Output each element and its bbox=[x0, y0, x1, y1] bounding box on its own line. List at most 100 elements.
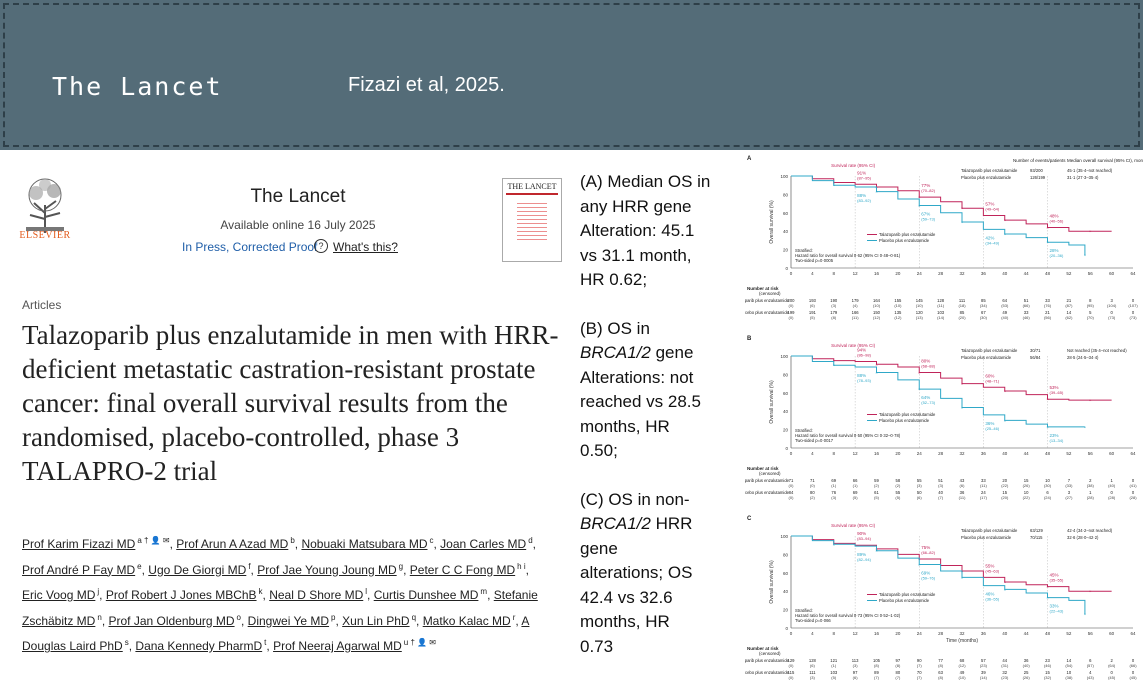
survival-rate-ci: (48–71) bbox=[985, 378, 999, 383]
author-name[interactable]: Prof Karim Fizazi MD bbox=[22, 537, 136, 551]
author-name[interactable]: Dingwei Ye MD bbox=[247, 613, 330, 628]
author-name[interactable]: Prof Robert J Jones MBChB bbox=[105, 588, 257, 602]
author-affiliation[interactable]: h i bbox=[517, 561, 526, 571]
x-tick-label: 12 bbox=[853, 631, 859, 636]
censor-mark: × bbox=[961, 405, 964, 410]
risk-count: 1 bbox=[1089, 490, 1092, 495]
survival-rate-label: 33% bbox=[1050, 604, 1059, 609]
whats-this-link[interactable]: What's this? bbox=[333, 240, 398, 254]
gene-name: BRCA1/2 bbox=[580, 343, 651, 362]
censor-mark: × bbox=[833, 542, 836, 547]
x-tick-label: 4 bbox=[811, 451, 814, 456]
x-tick-label: 40 bbox=[1002, 451, 1008, 456]
author-affiliation[interactable]: r bbox=[512, 612, 516, 622]
author-affiliation[interactable]: n bbox=[97, 612, 102, 622]
risk-count: 0 bbox=[1132, 658, 1135, 663]
risk-count: 21 bbox=[1045, 310, 1050, 315]
risk-row-label: Talazoparib plus enzalutamide bbox=[745, 478, 790, 483]
summary-line: HR 0.62; bbox=[580, 270, 648, 289]
author-name[interactable]: Prof Neeraj Agarwal MD bbox=[273, 639, 402, 653]
x-tick-label: 60 bbox=[1109, 631, 1115, 636]
x-tick-label: 4 bbox=[811, 271, 814, 276]
author-name[interactable]: Joan Carles MD bbox=[440, 537, 527, 551]
author-name[interactable]: Xun Lin PhD bbox=[342, 613, 410, 628]
survival-rate-label: 55% bbox=[985, 563, 994, 568]
author-name[interactable]: Dana Kennedy PharmD bbox=[135, 639, 263, 653]
survival-rate-label: 75% bbox=[921, 545, 930, 550]
survival-rate-ci: (52–73) bbox=[921, 400, 935, 405]
author-affiliation[interactable]: d bbox=[528, 536, 533, 545]
censored-count: (43) bbox=[1087, 675, 1095, 680]
risk-count: 15 bbox=[1002, 490, 1007, 495]
risk-count: 135 bbox=[894, 310, 902, 315]
censor-mark: × bbox=[961, 220, 964, 225]
author-name[interactable]: Neal D Shore MD bbox=[269, 588, 364, 602]
censored-count: (12) bbox=[894, 315, 902, 320]
censored-count: (1) bbox=[831, 663, 837, 668]
banner-citation: Fizazi et al, 2025. bbox=[348, 74, 505, 96]
risk-count: 105 bbox=[873, 658, 881, 663]
author-name[interactable]: Matko Kalac MD bbox=[422, 613, 511, 628]
author-affiliation[interactable]: s bbox=[124, 638, 129, 647]
survival-rate-ci: (66–82) bbox=[921, 550, 935, 555]
author-name[interactable]: A Douglas Laird PhD bbox=[22, 613, 530, 654]
risk-row-label: Talazoparib plus enzalutamide bbox=[745, 298, 790, 303]
author-affiliation[interactable]: j bbox=[97, 587, 100, 596]
risk-count: 3 bbox=[1068, 490, 1071, 495]
author-name[interactable]: Stefanie Zschäbitz MD bbox=[22, 588, 538, 628]
author-name[interactable]: Eric Voog MD bbox=[22, 588, 96, 602]
author-affiliation[interactable]: g bbox=[398, 561, 404, 571]
risk-count: 5 bbox=[1089, 310, 1092, 315]
author-separator: , bbox=[101, 613, 109, 628]
author-name[interactable]: Prof Jae Young Joung MD bbox=[257, 562, 397, 577]
censored-count: (45) bbox=[1129, 675, 1137, 680]
x-tick-label: 56 bbox=[1088, 451, 1094, 456]
censor-mark: × bbox=[1084, 612, 1087, 617]
author-name[interactable]: Peter C C Fong MD bbox=[409, 562, 516, 577]
article-status-link[interactable]: In Press, Corrected Proof bbox=[182, 240, 318, 254]
censored-count: (7) bbox=[895, 675, 901, 680]
censored-count: (23) bbox=[980, 663, 988, 668]
author-affiliation[interactable]: c bbox=[429, 536, 434, 545]
risk-table-header: Number at risk bbox=[747, 646, 779, 651]
journal-cover-thumbnail[interactable]: THE LANCET bbox=[502, 178, 562, 262]
x-tick-label: 36 bbox=[981, 451, 987, 456]
censored-count: (3) bbox=[831, 495, 837, 500]
author-affiliation[interactable]: l bbox=[365, 587, 368, 596]
author-name[interactable]: Ugo De Giorgi MD bbox=[148, 562, 247, 577]
author-affiliation[interactable]: a † 👤 ✉ bbox=[137, 536, 170, 545]
author-affiliation[interactable]: u † 👤 ✉ bbox=[403, 638, 437, 647]
censor-mark: × bbox=[918, 203, 921, 208]
author-affiliation[interactable]: b bbox=[290, 536, 295, 545]
summary-line: 0.50; bbox=[580, 441, 618, 460]
survival-rate-label: 77% bbox=[921, 183, 930, 188]
censored-count: (11) bbox=[959, 495, 966, 500]
summary-panel-b: (B) OS in BRCA1/2 gene Alterations: not … bbox=[580, 317, 740, 464]
survival-rate-label: 46% bbox=[985, 592, 994, 597]
author-affiliation[interactable]: k bbox=[258, 587, 263, 596]
legend-series-name: Placebo plus enzalutamide bbox=[961, 535, 1012, 540]
author-affiliation[interactable]: m bbox=[480, 587, 488, 596]
author-name[interactable]: Nobuaki Matsubara MD bbox=[301, 537, 428, 551]
author-name[interactable]: Prof Arun A Azad MD bbox=[176, 537, 289, 551]
author-name[interactable]: Curtis Dunshee MD bbox=[373, 588, 479, 602]
censor-mark: × bbox=[1046, 595, 1049, 600]
censored-count: (3) bbox=[810, 675, 816, 680]
risk-count: 0 bbox=[1132, 310, 1135, 315]
author-affiliation[interactable]: e bbox=[137, 561, 142, 571]
author-affiliation[interactable]: p bbox=[331, 612, 336, 622]
censored-count: (11) bbox=[937, 303, 944, 308]
censored-count: (6) bbox=[960, 483, 966, 488]
stats-text: Two-sided p=0·0017 bbox=[795, 438, 834, 443]
author-affiliation[interactable]: t bbox=[264, 638, 267, 647]
survival-rate-ci: (82–94) bbox=[857, 557, 871, 562]
legend-events: 93/200 bbox=[1030, 168, 1043, 173]
author-affiliation[interactable]: o bbox=[236, 612, 241, 622]
author-name[interactable]: Prof André P Fay MD bbox=[22, 562, 136, 577]
help-circle-icon[interactable]: ? bbox=[314, 239, 328, 253]
author-name[interactable]: Prof Jan Oldenburg MD bbox=[108, 613, 235, 628]
author-affiliation[interactable]: q bbox=[411, 612, 417, 622]
author-affiliation[interactable]: f bbox=[248, 561, 251, 571]
survival-rate-ci: (13–34) bbox=[1050, 438, 1064, 443]
x-tick-label: 52 bbox=[1066, 631, 1072, 636]
